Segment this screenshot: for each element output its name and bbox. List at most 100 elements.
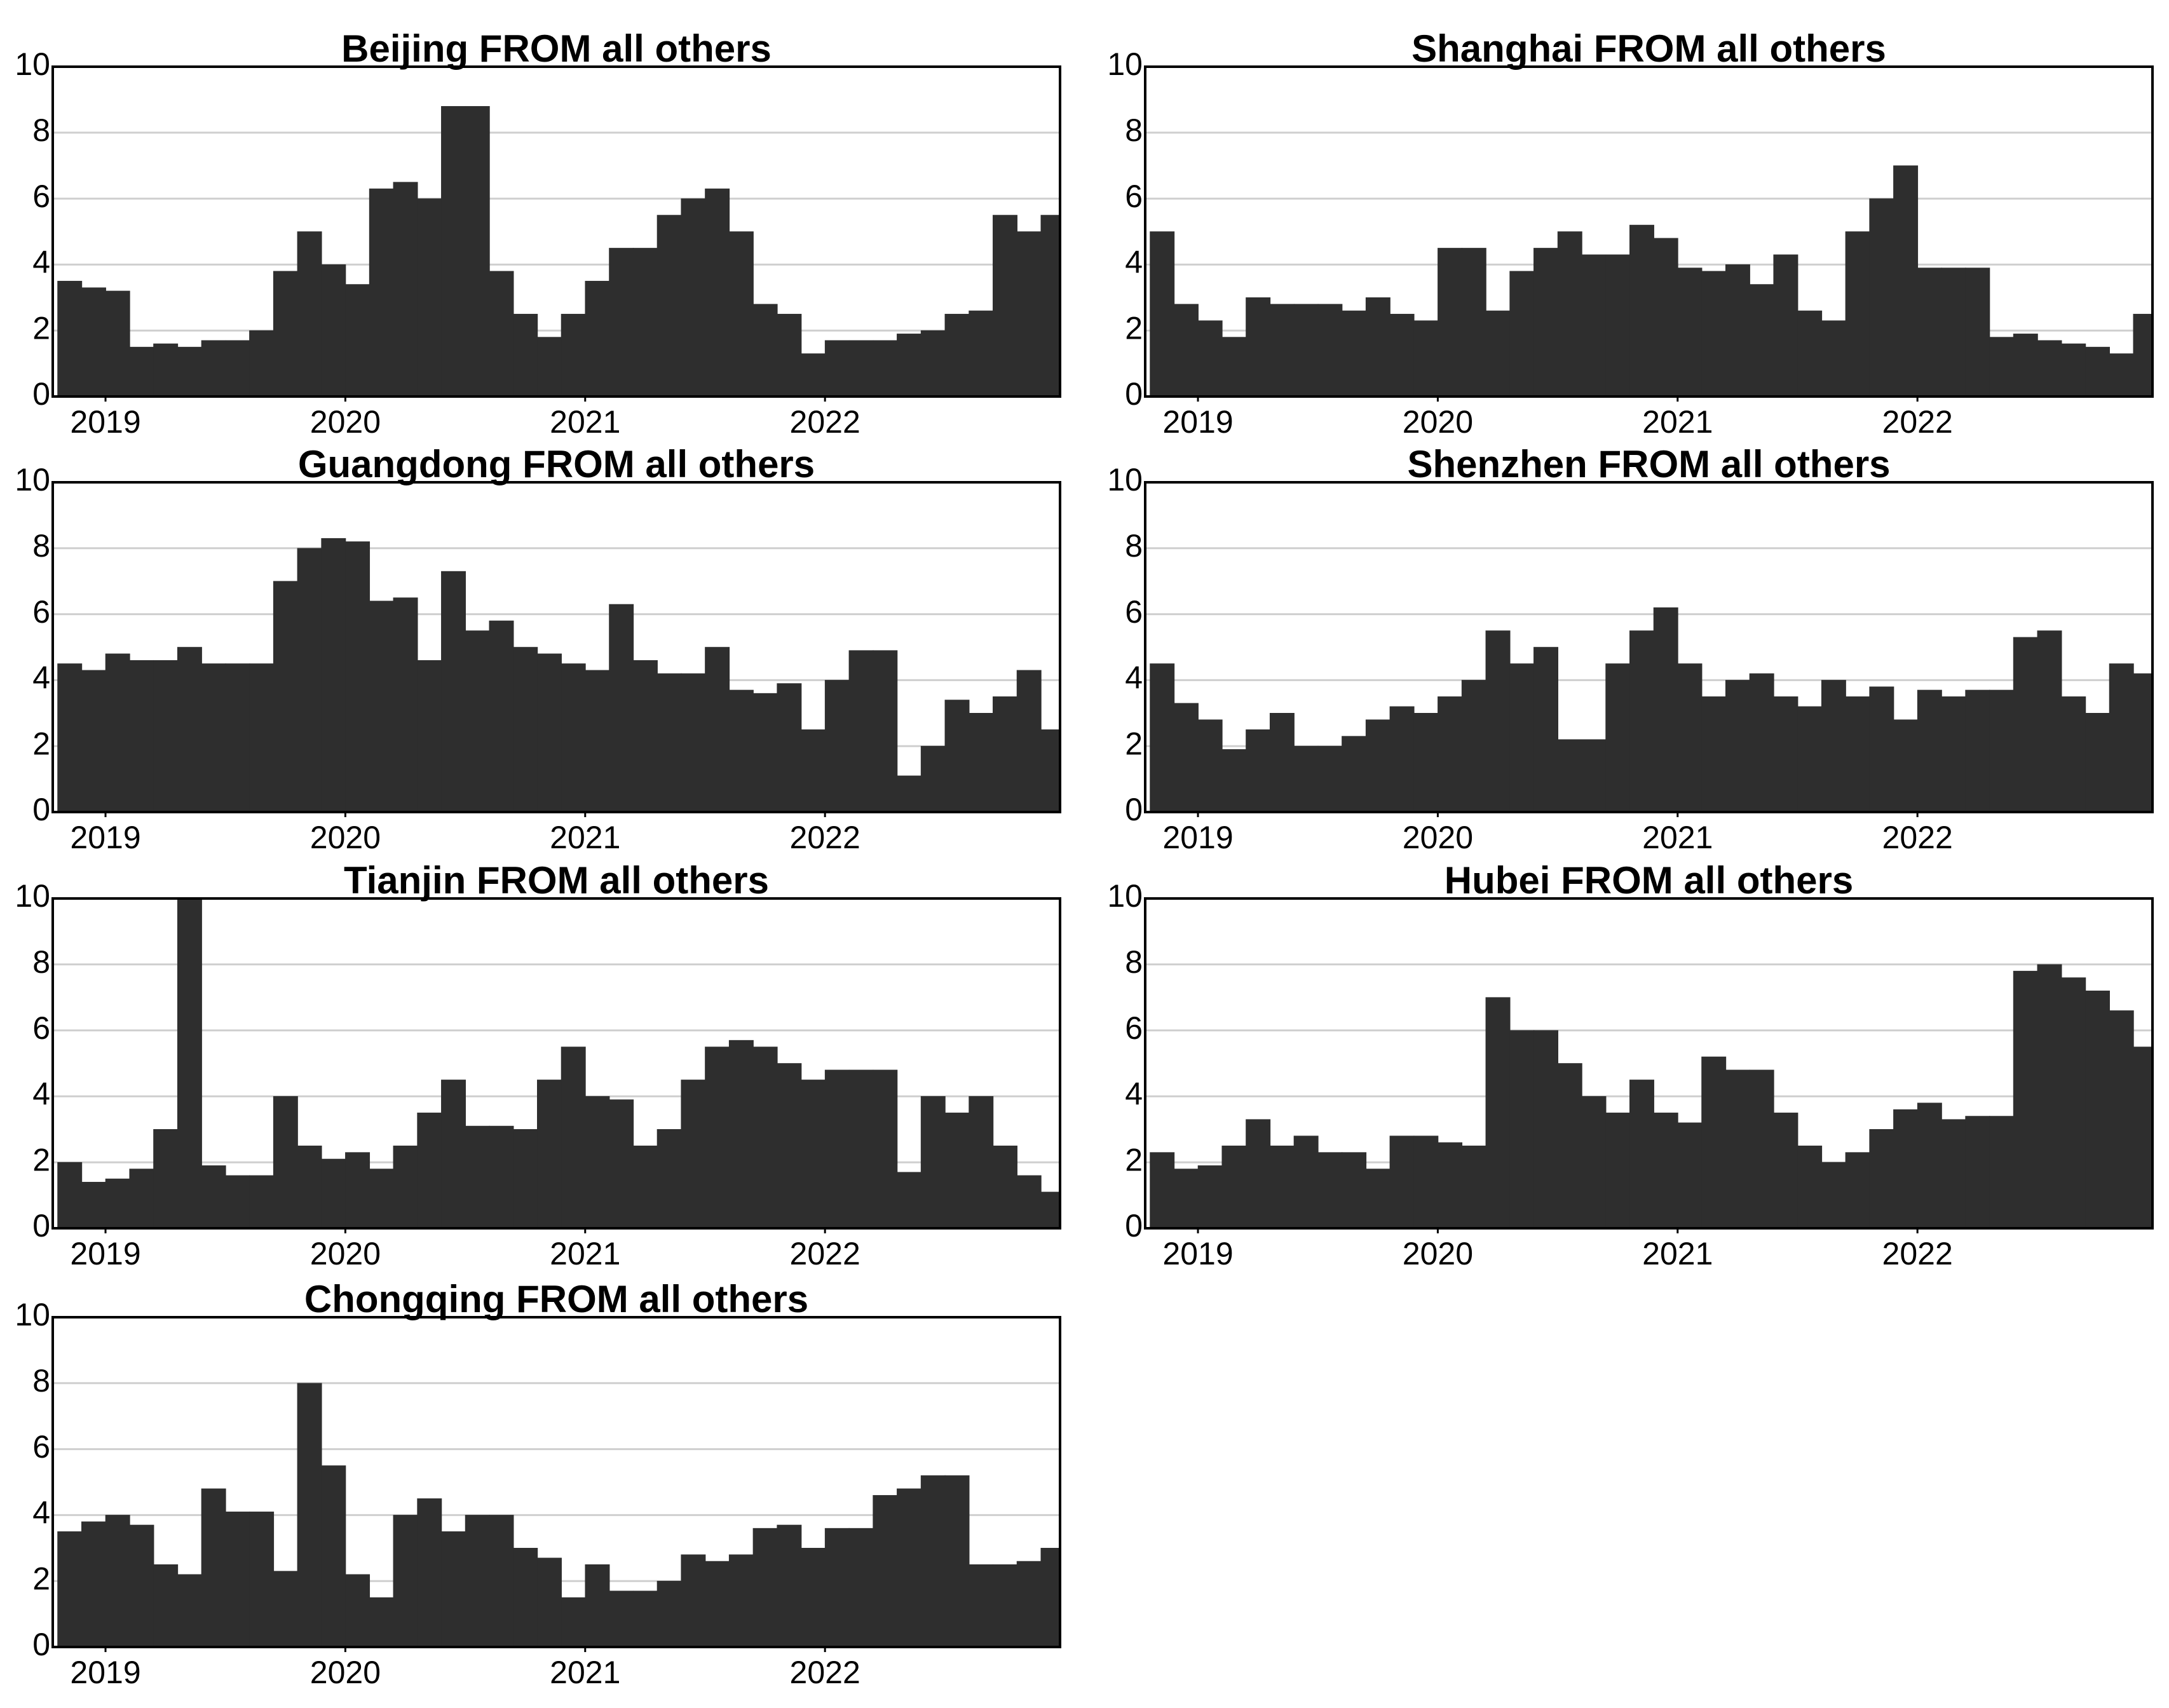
area-step bbox=[345, 1574, 371, 1648]
area-step bbox=[848, 1528, 874, 1648]
area-step bbox=[728, 231, 754, 397]
area-step bbox=[81, 1521, 106, 1648]
panel: 0 2 4 6 8 10 2019 2020 2021 2022 Guangdong FROM al… bbox=[15, 443, 1061, 855]
area-step bbox=[632, 660, 658, 813]
area-step bbox=[824, 1528, 850, 1648]
area-step bbox=[273, 1096, 298, 1229]
area-step bbox=[1365, 719, 1390, 813]
y-tick-label: 0 bbox=[1125, 376, 1143, 412]
area-step bbox=[609, 1099, 634, 1229]
area-step bbox=[1269, 304, 1295, 397]
area-step bbox=[177, 1574, 202, 1648]
area-step bbox=[1725, 264, 1750, 397]
area-step bbox=[1845, 696, 1870, 813]
area-step bbox=[1749, 673, 1774, 813]
y-tick-label: 4 bbox=[1125, 245, 1143, 280]
area-step bbox=[1941, 268, 1966, 397]
x-tick-label: 2021 bbox=[1642, 404, 1713, 440]
area-step bbox=[656, 215, 682, 397]
area-step bbox=[1150, 231, 1175, 397]
area-step bbox=[1246, 297, 1271, 397]
y-tick-label: 0 bbox=[1125, 1208, 1143, 1244]
area-step bbox=[848, 340, 874, 397]
y-tick-label: 6 bbox=[1125, 179, 1143, 214]
area-step bbox=[969, 713, 994, 813]
area-step bbox=[824, 340, 850, 397]
area-step bbox=[153, 1564, 179, 1648]
area-step bbox=[465, 1125, 490, 1229]
area-step bbox=[1389, 1135, 1415, 1229]
area-step bbox=[873, 340, 898, 397]
area-step bbox=[1677, 1122, 1703, 1229]
y-tick-label: 10 bbox=[15, 878, 50, 914]
y-tick-label: 6 bbox=[32, 1429, 50, 1465]
area-step bbox=[513, 313, 538, 397]
y-tick-label: 2 bbox=[1125, 726, 1143, 761]
area-step bbox=[1557, 1063, 1582, 1229]
area-step bbox=[1605, 254, 1631, 397]
area-step bbox=[1246, 1119, 1271, 1229]
area-step bbox=[393, 597, 418, 813]
area-step bbox=[369, 600, 394, 813]
area-step bbox=[273, 1571, 298, 1648]
area-step bbox=[1749, 284, 1774, 397]
x-tick-label: 2021 bbox=[550, 1236, 620, 1271]
area-step bbox=[944, 1475, 970, 1648]
panel: 0 2 4 6 8 10 2019 2020 2021 2022 Beijing FROM all … bbox=[15, 27, 1061, 440]
area-step bbox=[2013, 637, 2038, 813]
area-step bbox=[417, 198, 442, 397]
area-step bbox=[321, 538, 346, 813]
area-step bbox=[752, 1528, 778, 1648]
area-step bbox=[225, 1511, 250, 1648]
area-step bbox=[1016, 1561, 1042, 1648]
y-tick-label: 4 bbox=[32, 245, 50, 280]
area-step bbox=[944, 313, 970, 397]
area-step bbox=[489, 620, 514, 813]
area-step bbox=[632, 1590, 658, 1648]
area-step bbox=[1173, 703, 1199, 813]
area-step bbox=[848, 650, 874, 813]
area-step bbox=[1197, 1165, 1223, 1229]
area-step bbox=[561, 313, 586, 397]
area-step bbox=[1150, 663, 1175, 813]
plot-frame bbox=[51, 897, 1061, 1230]
area-step bbox=[561, 1597, 586, 1648]
area-step bbox=[897, 1488, 922, 1648]
plot-frame bbox=[51, 481, 1061, 813]
area-step bbox=[441, 1080, 466, 1229]
area-step bbox=[153, 343, 179, 397]
y-tick-label: 8 bbox=[1125, 944, 1143, 980]
area-step bbox=[249, 1511, 275, 1648]
area-step bbox=[537, 337, 562, 397]
area-step bbox=[273, 271, 298, 397]
area-step bbox=[1941, 1119, 1966, 1229]
area-step bbox=[465, 105, 490, 397]
area-step bbox=[57, 1162, 83, 1229]
x-tick-label: 2021 bbox=[550, 404, 620, 440]
area-step bbox=[1845, 231, 1870, 397]
area-step bbox=[1989, 1116, 2015, 1229]
x-tick-label: 2021 bbox=[1642, 1236, 1713, 1271]
x-tick-label: 2019 bbox=[1162, 404, 1233, 440]
plot-frame bbox=[1144, 65, 2154, 398]
area-step bbox=[1653, 1113, 1678, 1229]
area-step bbox=[1701, 271, 1727, 397]
area-step bbox=[345, 1152, 371, 1229]
area-step bbox=[681, 673, 706, 813]
area-step bbox=[897, 775, 922, 813]
area-step bbox=[489, 1125, 514, 1229]
area-step bbox=[728, 1040, 754, 1229]
area-step bbox=[177, 647, 202, 813]
area-step bbox=[225, 340, 250, 397]
x-tick-label: 2022 bbox=[790, 820, 860, 855]
area-step bbox=[1040, 215, 1061, 397]
area-step bbox=[1965, 268, 1990, 397]
area-step bbox=[441, 105, 466, 397]
area-step bbox=[417, 1113, 442, 1229]
y-tick-label: 8 bbox=[1125, 112, 1143, 148]
y-tick-label: 8 bbox=[32, 112, 50, 148]
y-tick-label: 6 bbox=[32, 594, 50, 630]
area-step bbox=[656, 1129, 682, 1229]
y-tick-label: 10 bbox=[1107, 878, 1143, 914]
area-step bbox=[1197, 320, 1223, 397]
